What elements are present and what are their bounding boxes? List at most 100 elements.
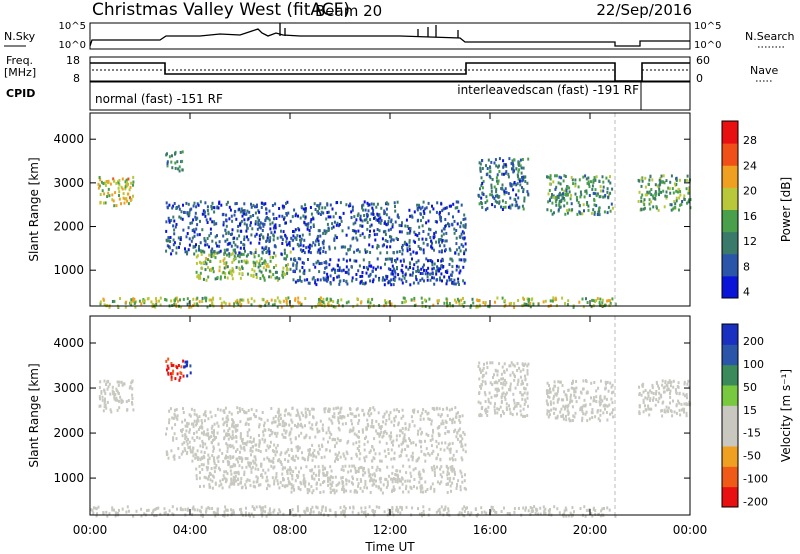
power-cell <box>238 207 241 211</box>
power-cell <box>213 206 216 210</box>
power-cell <box>256 203 258 207</box>
velocity-cell <box>506 512 509 515</box>
velocity-cell <box>235 449 237 453</box>
power-cell <box>548 189 551 192</box>
power-cell <box>511 162 514 166</box>
velocity-cell <box>480 383 483 387</box>
velocity-cell <box>369 479 371 483</box>
velocity-cell <box>585 508 588 512</box>
velocity-cell <box>283 413 286 417</box>
power-cell <box>652 196 655 200</box>
power-cell <box>532 302 535 306</box>
power-cell <box>412 239 415 243</box>
velocity-cell <box>154 508 157 511</box>
power-cell <box>453 278 456 282</box>
velocity-cell <box>99 397 101 401</box>
velocity-cell <box>565 514 568 518</box>
power-cell <box>520 166 523 170</box>
power-cell <box>319 202 322 206</box>
velocity-cell <box>198 426 201 430</box>
power-cell <box>376 243 379 247</box>
power-cell <box>437 259 439 263</box>
power-cell <box>355 248 358 252</box>
velocity-cell <box>374 509 377 513</box>
velocity-cell <box>400 416 403 420</box>
velocity-cell <box>117 383 120 387</box>
power-cell <box>365 271 368 275</box>
power-cell <box>272 273 275 277</box>
velocity-cell <box>368 414 371 418</box>
velocity-cell <box>353 464 356 468</box>
velocity-cell <box>221 452 224 455</box>
velocity-cell <box>322 437 325 441</box>
velocity-cell <box>365 427 368 431</box>
power-cell <box>526 181 529 185</box>
power-cell <box>550 209 553 213</box>
velocity-cell <box>373 472 376 476</box>
power-cell <box>240 219 243 223</box>
power-cell <box>658 193 660 197</box>
velocity-y-tick-label: 1000 <box>53 471 84 485</box>
nsearch-label: N.Search <box>745 30 795 43</box>
power-cell <box>249 223 252 227</box>
power-cell <box>191 221 194 225</box>
velocity-cell <box>339 455 342 459</box>
power-cell <box>210 298 212 302</box>
velocity-cell <box>172 416 175 420</box>
velocity-cell <box>655 398 658 402</box>
velocity-cell <box>500 396 503 400</box>
power-cell <box>327 229 330 232</box>
velocity-cell <box>519 404 522 408</box>
velocity-cell <box>301 425 304 429</box>
power-cell <box>570 193 573 197</box>
velocity-cell <box>321 445 324 448</box>
power-cell <box>171 206 174 210</box>
velocity-cell <box>395 505 398 509</box>
velocity-cell <box>339 416 342 419</box>
power-cell <box>188 305 191 309</box>
power-cell <box>459 249 462 253</box>
velocity-cell <box>685 393 688 397</box>
velocity-cell <box>346 452 349 456</box>
velocity-cell <box>461 444 464 448</box>
power-cell <box>509 182 512 186</box>
velocity-cell <box>350 481 353 485</box>
date-label: 22/Sep/2016 <box>596 1 692 19</box>
power-cell <box>450 278 453 282</box>
velocity-cell <box>276 424 279 428</box>
power-cell <box>232 258 235 262</box>
velocity-cell <box>260 506 263 510</box>
power-cell <box>455 268 458 272</box>
power-cell <box>337 264 339 268</box>
velocity-cell <box>431 437 434 441</box>
power-cell <box>411 215 414 219</box>
power-cell <box>594 188 597 192</box>
power-cell <box>256 216 259 220</box>
power-cell <box>560 193 563 197</box>
velocity-cell <box>304 411 307 415</box>
velocity-cell <box>569 395 572 399</box>
power-cell <box>358 250 361 254</box>
power-cell <box>592 178 595 182</box>
velocity-cell <box>321 427 324 431</box>
power-cell <box>203 238 206 242</box>
freq-label: Freq. <box>6 54 33 67</box>
power-cell <box>462 218 465 221</box>
velocity-cell <box>352 506 355 510</box>
velocity-cell <box>568 419 571 423</box>
velocity-cell <box>301 456 304 460</box>
velocity-cell <box>437 509 440 513</box>
velocity-cell <box>164 511 167 515</box>
cpid-frame <box>89 81 691 111</box>
power-cell <box>307 258 309 261</box>
velocity-cell <box>446 430 449 434</box>
power-cell <box>569 197 572 201</box>
power-cell <box>501 172 504 176</box>
velocity-cell <box>250 407 253 411</box>
velocity-cell <box>163 511 166 515</box>
power-cell <box>283 257 286 261</box>
velocity-cell <box>327 426 330 430</box>
power-cell <box>390 278 393 282</box>
velocity-cell <box>187 438 189 441</box>
power-cell <box>140 302 143 306</box>
